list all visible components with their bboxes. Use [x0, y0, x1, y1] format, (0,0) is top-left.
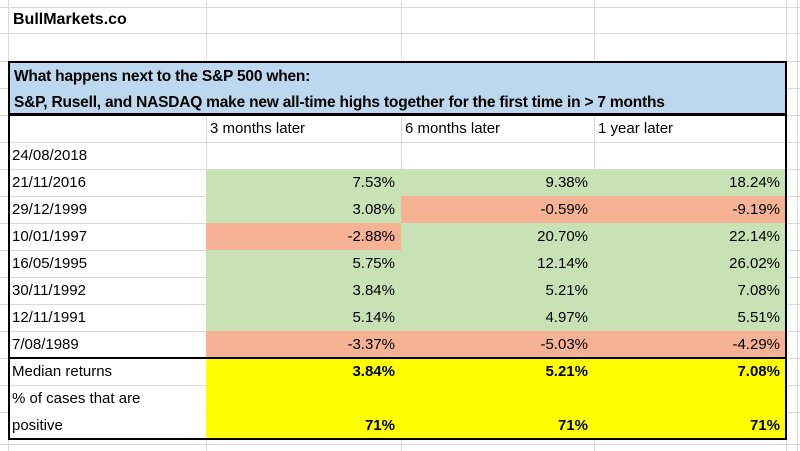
cell-value[interactable]: 5.21% — [401, 277, 594, 304]
col-header-6-months[interactable]: 6 months later — [405, 120, 501, 137]
summary-fill — [206, 358, 786, 439]
percent-positive-6m[interactable]: 71% — [557, 417, 588, 434]
cell-value[interactable]: 7.08% — [594, 277, 786, 304]
cell-value[interactable]: 3.84% — [206, 277, 401, 304]
row-date[interactable]: 30/11/1992 — [12, 282, 86, 299]
brand-cell[interactable]: BullMarkets.co — [13, 11, 127, 28]
cell-value[interactable]: 22.14% — [594, 223, 786, 250]
col-header-3-months[interactable]: 3 months later — [210, 120, 306, 137]
gridline-h — [0, 444, 800, 445]
gridline-h — [0, 33, 800, 34]
callout-title-line1: What happens next to the S&P 500 when: — [14, 68, 311, 85]
cell-value[interactable] — [206, 142, 401, 169]
callout-title-line2: S&P, Rusell, and NASDAQ make new all-tim… — [14, 94, 665, 111]
row-date[interactable]: 29/12/1999 — [12, 201, 88, 218]
row-date[interactable]: 16/05/1995 — [12, 255, 88, 272]
cell-value[interactable]: 9.38% — [401, 169, 594, 196]
cell-value[interactable]: 3.08% — [206, 196, 401, 223]
callout-box[interactable]: What happens next to the S&P 500 when: S… — [8, 61, 787, 116]
row-date[interactable]: 21/11/2016 — [12, 174, 86, 191]
cell-value[interactable]: 18.24% — [594, 169, 786, 196]
row-date[interactable]: 7/08/1989 — [12, 336, 79, 353]
percent-positive-3m[interactable]: 71% — [364, 417, 395, 434]
cell-value[interactable]: -2.88% — [206, 223, 401, 250]
cell-value[interactable]: -0.59% — [401, 196, 594, 223]
median-value-1y[interactable]: 7.08% — [737, 363, 780, 380]
cell-value[interactable]: 7.53% — [206, 169, 401, 196]
median-value-3m[interactable]: 3.84% — [352, 363, 395, 380]
cell-value[interactable]: -4.29% — [594, 331, 786, 358]
percent-positive-label-line1[interactable]: % of cases that are — [12, 390, 141, 407]
row-date[interactable]: 12/11/1991 — [12, 309, 86, 326]
percent-positive-label-line2[interactable]: positive — [12, 417, 63, 434]
cell-value[interactable]: -5.03% — [401, 331, 594, 358]
cell-value[interactable]: 4.97% — [401, 304, 594, 331]
gridline-v — [797, 0, 798, 451]
cell-value[interactable]: 5.75% — [206, 250, 401, 277]
cell-value[interactable]: 26.02% — [594, 250, 786, 277]
row-date[interactable]: 10/01/1997 — [12, 228, 88, 245]
percent-positive-1y[interactable]: 71% — [749, 417, 780, 434]
col-header-1-year[interactable]: 1 year later — [598, 120, 674, 137]
cell-background — [9, 386, 205, 438]
cell-value[interactable]: -9.19% — [594, 196, 786, 223]
cell-value[interactable]: -3.37% — [206, 331, 401, 358]
gridline-h — [0, 142, 800, 143]
cell-value[interactable]: 5.51% — [594, 304, 786, 331]
row-date[interactable]: 24/08/2018 — [12, 147, 88, 164]
summary-separator-border — [8, 357, 787, 359]
cell-value[interactable] — [401, 142, 594, 169]
median-value-6m[interactable]: 5.21% — [545, 363, 588, 380]
gridline-h — [0, 7, 800, 8]
median-returns-label[interactable]: Median returns — [12, 363, 113, 380]
cell-value[interactable]: 12.14% — [401, 250, 594, 277]
cell-value[interactable] — [594, 142, 786, 169]
cell-value[interactable]: 20.70% — [401, 223, 594, 250]
cell-value[interactable]: 5.14% — [206, 304, 401, 331]
